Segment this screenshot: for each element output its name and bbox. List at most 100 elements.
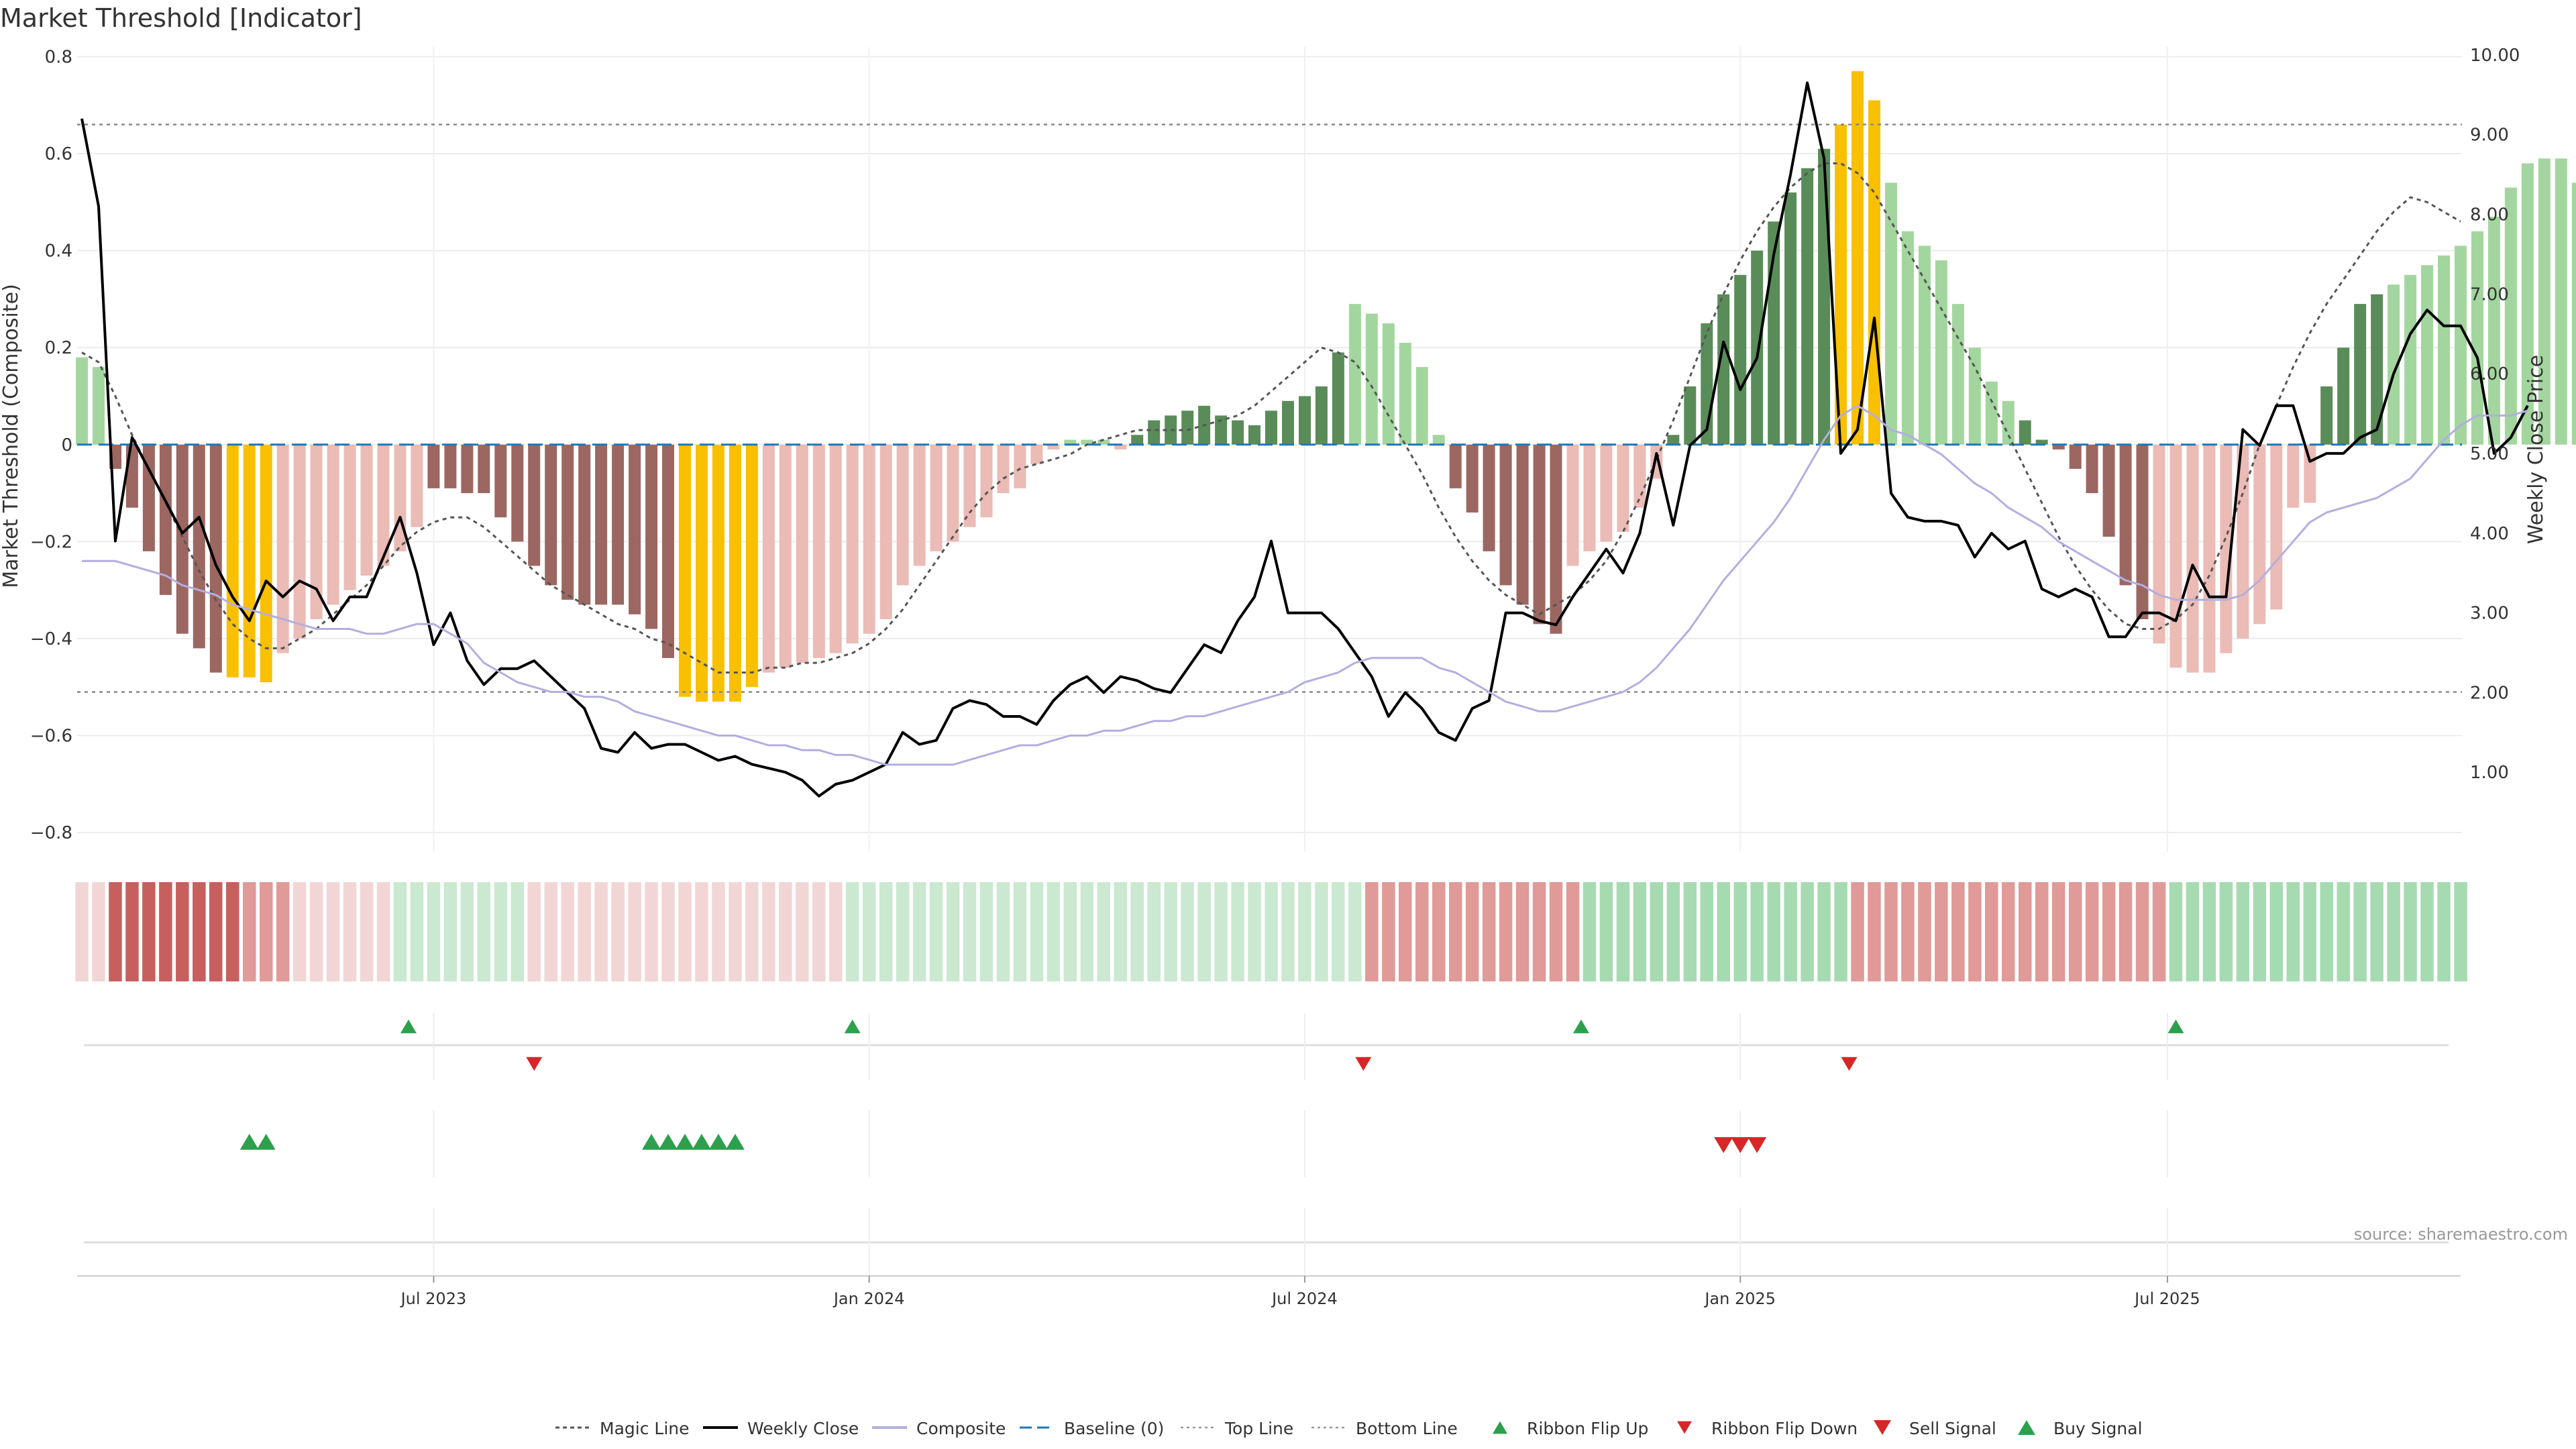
ribbon-cell [1449,882,1462,981]
composite-bar [2102,444,2115,537]
ribbon-cell [946,882,960,981]
ribbon-cell [1315,882,1328,981]
composite-bar [411,444,423,527]
composite-bar [2404,274,2417,445]
ribbon-cell [1650,882,1664,981]
ribbon-cell [477,882,491,981]
date-tick-label: Jan 2025 [1703,1289,1776,1308]
ribbon-cell [2051,882,2065,981]
ribbon-cell [2303,882,2316,981]
composite-bar [2169,444,2182,668]
ribbon-cell [1415,882,1429,981]
ribbon-cell [2253,882,2267,981]
left-tick-label: 0.6 [45,144,72,164]
composite-bar [1014,444,1026,488]
composite-bar [93,367,105,445]
left-tick-label: 0.2 [45,338,72,358]
ribbon-cell [2035,882,2049,981]
ribbon-cell [1197,882,1211,981]
composite-bar [343,444,356,590]
ribbon-cell [1147,882,1161,981]
composite-bar [377,444,390,566]
series-lines [77,81,2529,798]
ribbon-cell [578,882,591,981]
composite-bar [461,444,474,494]
ribbon-flip-down-marker [1841,1057,1858,1071]
ribbon-cell [1767,882,1780,981]
ribbon-cell [142,882,156,981]
composite-bar [2304,444,2316,503]
ribbon-cell [1482,882,1496,981]
composite-bar [1516,444,1529,605]
composite-bar [947,444,959,542]
right-tick-label: 1.00 [2470,763,2509,783]
ribbon-cell [1382,882,1395,981]
right-tick-label: 3.00 [2470,604,2509,624]
date-tick-label: Jan 2024 [833,1289,905,1308]
ribbon-cell [829,882,843,981]
ribbon-cell [243,882,256,981]
ribbon-cell [1130,882,1144,981]
composite-bar [1583,444,1596,551]
ribbon-cell [561,882,574,981]
buy-signal-marker [708,1134,728,1150]
composite-bar [176,444,189,634]
weekly-closeseries [80,81,2529,798]
source-credit: source: sharemaestro.com [2354,1225,2568,1244]
ribbon-cell [226,882,239,981]
ribbon-cell [2370,882,2383,981]
composite-bar [2455,246,2467,445]
ribbon-cell [1784,882,1797,981]
composite-bar [796,444,808,663]
composite-bar [2320,386,2333,445]
ribbon-flip-up-marker [844,1019,861,1034]
ribbon-cell [2102,882,2116,981]
composite-bar [1734,274,1747,445]
ribbon-cell [1868,882,1881,981]
composite-bar [159,444,172,595]
composite-bar [511,444,524,542]
composite-bar [879,444,892,619]
composite-bar [125,444,138,508]
left-tick-label: 0.8 [45,48,72,68]
composite-bar [712,444,724,702]
chart-title: Market Threshold [Indicator] [0,3,362,33]
composite-bar [1667,435,1680,445]
ribbon-cell [712,882,725,981]
composite-bar [1885,182,1897,445]
ribbon-cell [1633,882,1647,981]
ribbon-cell [2219,882,2233,981]
ribbon-cell [1566,882,1580,981]
right-tick-label: 2.00 [2470,683,2509,703]
ribbon-cell [309,882,323,981]
composite-bar [1918,246,1931,445]
ribbon-cell [2202,882,2216,981]
ribbon-cell [1281,882,1295,981]
composite-bar [1064,439,1077,445]
right-tick-label: 5.00 [2470,444,2509,464]
composite-bar [2203,444,2216,673]
ribbon-cell [494,882,508,981]
ribbon-cell [796,882,809,981]
buy-signal-marker [692,1134,711,1150]
ribbon-cell [745,882,759,981]
ribbon-cell [1935,882,1948,981]
ribbon-cell [1901,882,1915,981]
composite-bar [1951,304,1964,445]
composite-bar [2354,304,2367,445]
composite-bar [812,444,825,658]
ribbon-cell [460,882,474,981]
ribbon-cell [1851,882,1864,981]
ribbon-cell [929,882,943,981]
composite-bar [1533,444,1546,625]
composite-bar [2504,187,2517,445]
composite-bar [1215,415,1228,445]
ribbon-cell [1968,882,1982,981]
composite-bar [1818,148,1831,445]
composite-bar [2287,444,2300,508]
composite-bar [2371,294,2383,445]
composite-bar [1985,381,1998,445]
composite-bar [2237,444,2249,639]
ribbon-flip-down-marker [1355,1057,1372,1071]
composite-bar [260,444,272,682]
